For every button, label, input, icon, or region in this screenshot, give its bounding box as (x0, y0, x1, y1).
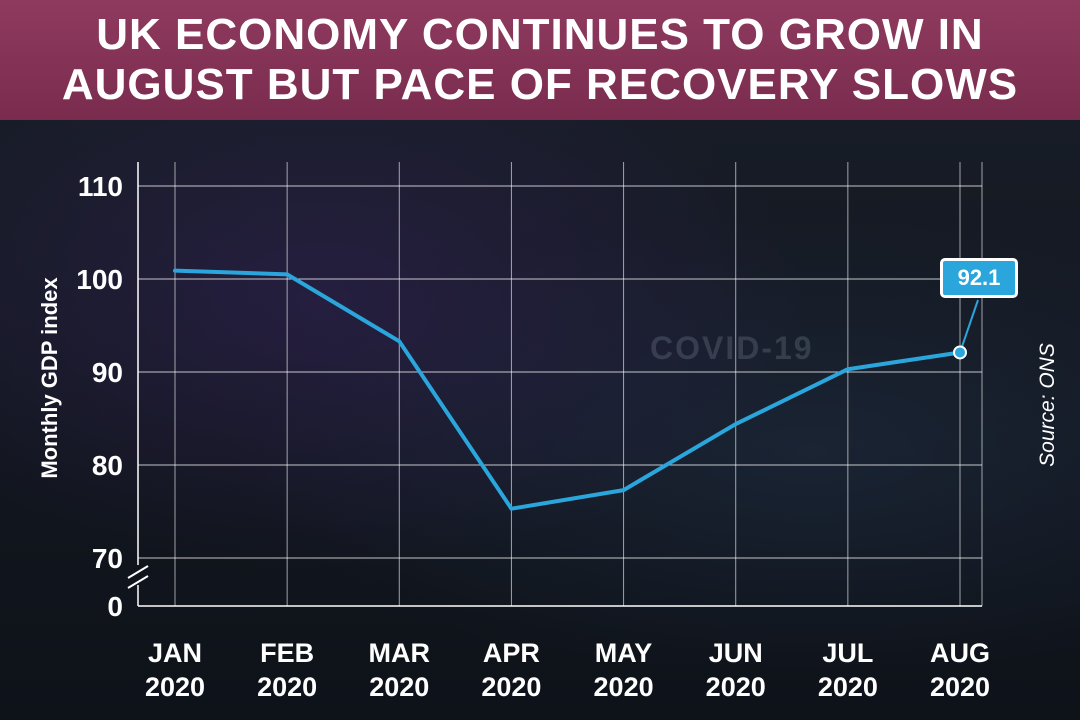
x-tick-month-feb: FEB (260, 638, 314, 668)
gdp-line-chart: 0 70 80 90 100 110 JAN 2020 FEB 2020 MAR 2020 APR 20… (76, 162, 990, 702)
y-tick-label-0: 0 (107, 591, 123, 622)
y-tick-label-110: 110 (78, 171, 123, 202)
y-tick-label-70: 70 (92, 543, 123, 574)
axis-break-mark-1 (127, 565, 149, 579)
x-tick-year-jun: 2020 (706, 672, 766, 702)
latest-value-marker (953, 345, 967, 360)
axis-break-mark-2 (127, 575, 149, 589)
y-tick-label-80: 80 (92, 450, 123, 481)
x-tick-year-apr: 2020 (481, 672, 541, 702)
y-tick-label-100: 100 (76, 264, 123, 295)
gdp-series-line (173, 268, 962, 511)
chart-background: COVID-19 (0, 120, 1080, 720)
x-tick-month-aug: AUG (930, 638, 990, 668)
x-tick-month-jun: JUN (709, 638, 763, 668)
x-tick-year-aug: 2020 (930, 672, 990, 702)
x-tick-year-jan: 2020 (145, 672, 205, 702)
x-tick-month-jan: JAN (148, 638, 202, 668)
x-tick-year-jul: 2020 (818, 672, 878, 702)
headline-line-1: UK ECONOMY CONTINUES TO GROW IN (96, 10, 984, 59)
x-tick-year-mar: 2020 (369, 672, 429, 702)
headline-banner: UK ECONOMY CONTINUES TO GROW IN AUGUST B… (0, 0, 1080, 120)
callout-leader-line (959, 299, 979, 353)
x-tick-year-may: 2020 (594, 672, 654, 702)
y-axis-label: Monthly GDP index (37, 277, 62, 479)
headline-line-2: AUGUST BUT PACE OF RECOVERY SLOWS (61, 60, 1019, 109)
x-tick-month-apr: APR (483, 638, 540, 668)
x-tick-month-jul: JUL (822, 638, 873, 668)
x-tick-month-mar: MAR (369, 638, 431, 668)
source-credit: Source: ONS (1036, 343, 1059, 467)
y-tick-label-90: 90 (92, 357, 123, 388)
x-tick-month-may: MAY (595, 638, 653, 668)
x-tick-year-feb: 2020 (257, 672, 317, 702)
latest-value-callout: 92.1 (940, 258, 1018, 298)
background-watermark: COVID-19 (650, 330, 814, 366)
